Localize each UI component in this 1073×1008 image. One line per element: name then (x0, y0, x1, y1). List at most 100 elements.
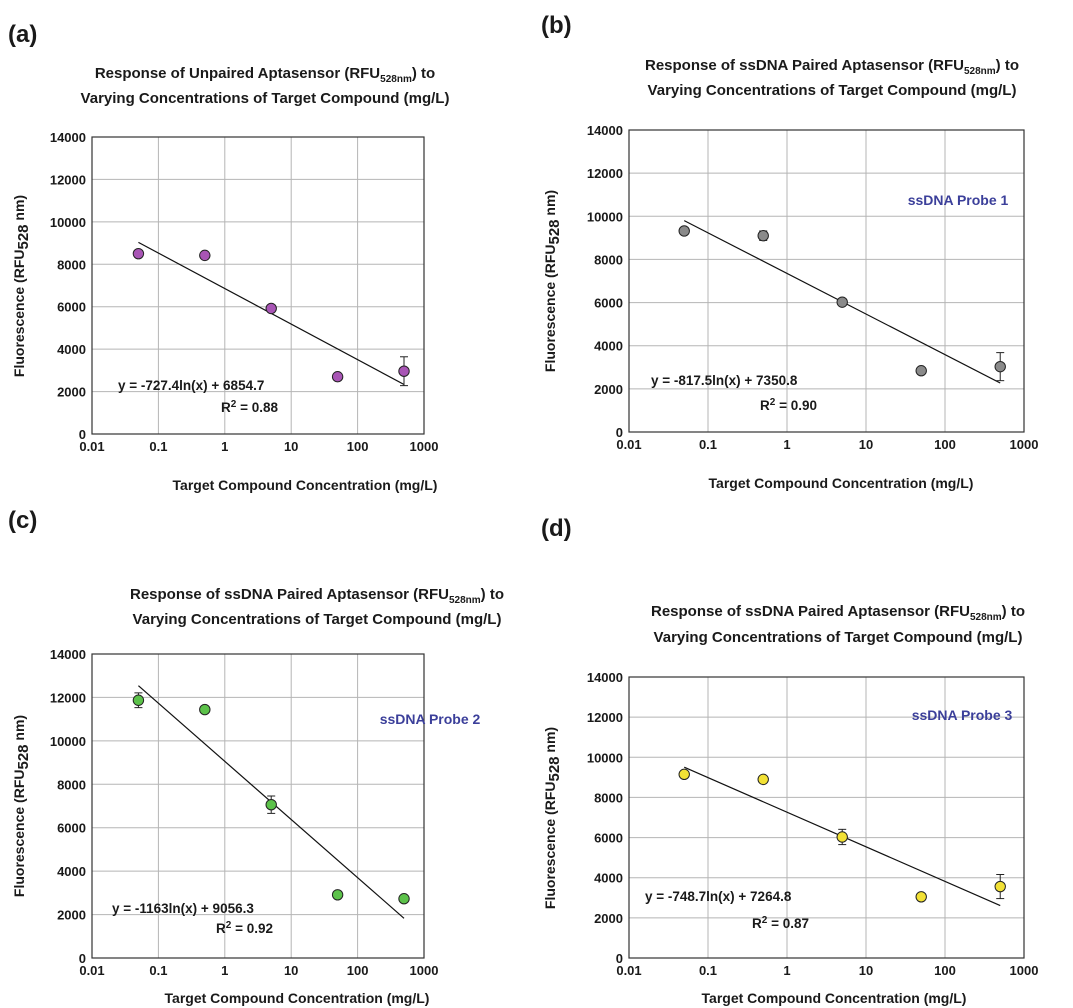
x-tick-label: 10 (859, 963, 873, 978)
y-tick-label: 2000 (57, 908, 86, 923)
x-tick-label: 1 (221, 963, 228, 978)
y-axis-label: Fluorescence (RFU528 nm) (542, 727, 563, 909)
data-point (678, 768, 690, 781)
y-tick-label: 12000 (50, 690, 86, 705)
data-point (331, 371, 344, 383)
x-tick-label: 0.1 (699, 437, 717, 452)
y-tick-label: 10000 (50, 734, 86, 749)
y-tick-label: 4000 (57, 864, 86, 879)
x-axis-label: Target Compound Concentration (mg/L) (165, 990, 430, 1006)
y-tick-label: 2000 (57, 385, 86, 400)
data-point (994, 360, 1006, 373)
chart-title-line-1: Response of ssDNA Paired Aptasensor (RFU… (130, 586, 504, 606)
plot-frame (628, 676, 1025, 959)
y-tick-label: 10000 (587, 209, 623, 224)
chart-title-line-1: Response of ssDNA Paired Aptasensor (RFU… (645, 57, 1019, 77)
x-axis-label: Target Compound Concentration (mg/L) (702, 990, 967, 1006)
y-tick-label: 0 (79, 427, 86, 442)
x-tick-label: 0.01 (79, 439, 104, 454)
x-tick-label: 0.1 (149, 963, 167, 978)
x-axis-label: Target Compound Concentration (mg/L) (709, 475, 974, 491)
data-point (132, 694, 145, 706)
chart-panel-2: (b) Response of ssDNA Paired Aptasensor (… (541, 12, 1038, 491)
x-tick-label: 100 (347, 963, 369, 978)
data-point (132, 247, 145, 260)
x-tick-label: 100 (347, 439, 369, 454)
y-tick-label: 10000 (587, 750, 623, 765)
plot-frame (91, 653, 425, 959)
data-point (265, 798, 277, 811)
chart-title-line-1: Response of ssDNA Paired Aptasensor (RFU… (651, 603, 1025, 623)
probe-annotation: ssDNA Probe 2 (380, 711, 481, 727)
chart-title-line-2: Varying Concentrations of Target Compoun… (81, 90, 450, 107)
x-tick-label: 0.01 (79, 963, 104, 978)
r-squared: R2 = 0.88 (221, 399, 278, 415)
chart-panel-4: (d) Response of ssDNA Paired Aptasensor (… (541, 515, 1038, 1006)
y-tick-label: 14000 (587, 123, 623, 138)
chart-panel-1: (a) Response of Unpaired Aptasensor (RFU5… (8, 21, 449, 493)
fit-equation: y = -727.4ln(x) + 6854.7 (118, 378, 264, 393)
chart-title-line-2: Varying Concentrations of Target Compoun… (648, 82, 1017, 99)
chart-panel-3: (c) Response of ssDNA Paired Aptasensor (… (8, 507, 504, 1006)
data-point (398, 365, 410, 377)
x-tick-label: 1000 (410, 963, 439, 978)
probe-annotation: ssDNA Probe 1 (908, 192, 1009, 208)
r-squared: R2 = 0.90 (760, 397, 817, 413)
x-tick-label: 1000 (1010, 437, 1039, 452)
y-tick-label: 14000 (50, 647, 86, 662)
x-tick-label: 100 (934, 437, 956, 452)
r-squared: R2 = 0.87 (752, 915, 809, 931)
data-point (757, 773, 769, 786)
x-tick-label: 0.01 (616, 437, 641, 452)
x-tick-label: 1000 (1010, 963, 1039, 978)
y-tick-label: 4000 (594, 871, 623, 886)
y-tick-label: 14000 (587, 670, 623, 685)
data-point (398, 893, 410, 905)
y-tick-label: 2000 (594, 911, 623, 926)
y-tick-label: 8000 (57, 777, 86, 792)
y-tick-label: 0 (616, 951, 623, 966)
data-point (265, 302, 277, 315)
fit-equation: y = -748.7ln(x) + 7264.8 (645, 889, 792, 904)
y-axis-label: Fluorescence (RFU528 nm) (542, 190, 563, 372)
x-tick-label: 0.1 (699, 963, 717, 978)
fit-equation: y = -817.5ln(x) + 7350.8 (651, 373, 798, 388)
x-axis-label: Target Compound Concentration (mg/L) (173, 477, 438, 493)
y-tick-label: 4000 (594, 339, 623, 354)
data-point (678, 225, 690, 237)
fit-equation: y = -1163ln(x) + 9056.3 (112, 901, 254, 916)
chart-title-line-1: Response of Unpaired Aptasensor (RFU528n… (95, 65, 435, 85)
x-tick-label: 10 (284, 963, 298, 978)
x-tick-label: 1 (783, 963, 790, 978)
data-point (836, 296, 848, 308)
r-squared: R2 = 0.92 (216, 920, 273, 936)
data-point (757, 230, 769, 242)
x-tick-label: 10 (284, 439, 298, 454)
probe-annotation: ssDNA Probe 3 (912, 707, 1013, 723)
y-tick-label: 10000 (50, 215, 86, 230)
plot-frame (91, 136, 425, 435)
chart-title-line-2: Varying Concentrations of Target Compoun… (654, 629, 1023, 646)
y-tick-label: 4000 (57, 342, 86, 357)
y-tick-label: 12000 (50, 172, 86, 187)
data-point (915, 891, 927, 903)
x-tick-label: 0.01 (616, 963, 641, 978)
y-tick-label: 6000 (594, 831, 623, 846)
x-tick-label: 0.1 (149, 439, 167, 454)
data-point (994, 880, 1006, 893)
panel-label: (d) (541, 515, 572, 542)
x-tick-label: 1000 (410, 439, 439, 454)
y-tick-label: 14000 (50, 130, 86, 145)
y-axis-label: Fluorescence (RFU528 nm) (11, 715, 32, 897)
y-tick-label: 8000 (594, 252, 623, 267)
x-tick-label: 1 (783, 437, 790, 452)
x-tick-label: 100 (934, 963, 956, 978)
y-tick-label: 8000 (57, 257, 86, 272)
data-point (331, 889, 344, 901)
chart-title-line-2: Varying Concentrations of Target Compoun… (133, 611, 502, 628)
y-tick-label: 8000 (594, 790, 623, 805)
y-tick-label: 6000 (57, 300, 86, 315)
x-tick-label: 10 (859, 437, 873, 452)
